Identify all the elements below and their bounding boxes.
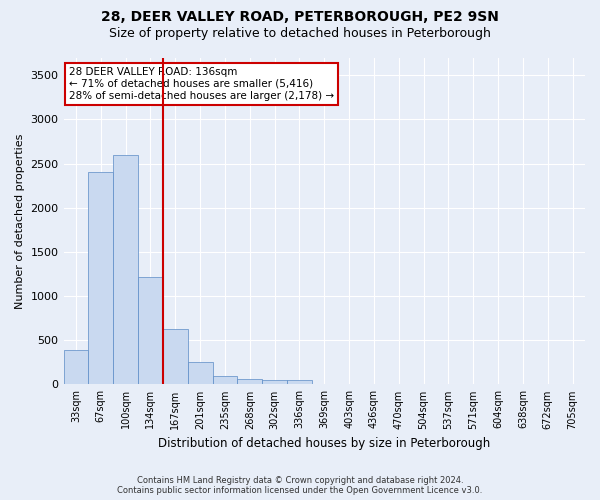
Text: 28, DEER VALLEY ROAD, PETERBOROUGH, PE2 9SN: 28, DEER VALLEY ROAD, PETERBOROUGH, PE2 … [101, 10, 499, 24]
Bar [262, 380, 287, 384]
Text: 28 DEER VALLEY ROAD: 136sqm
← 71% of detached houses are smaller (5,416)
28% of : 28 DEER VALLEY ROAD: 136sqm ← 71% of det… [69, 68, 334, 100]
Bar [138, 276, 163, 384]
Bar [163, 329, 188, 384]
Text: Size of property relative to detached houses in Peterborough: Size of property relative to detached ho… [109, 28, 491, 40]
Bar [238, 379, 262, 384]
Bar [88, 172, 113, 384]
Bar [212, 376, 238, 384]
Y-axis label: Number of detached properties: Number of detached properties [15, 134, 25, 308]
X-axis label: Distribution of detached houses by size in Peterborough: Distribution of detached houses by size … [158, 437, 490, 450]
Bar [113, 154, 138, 384]
Bar [64, 350, 88, 384]
Text: Contains HM Land Registry data © Crown copyright and database right 2024.
Contai: Contains HM Land Registry data © Crown c… [118, 476, 482, 495]
Bar [287, 380, 312, 384]
Bar [188, 362, 212, 384]
